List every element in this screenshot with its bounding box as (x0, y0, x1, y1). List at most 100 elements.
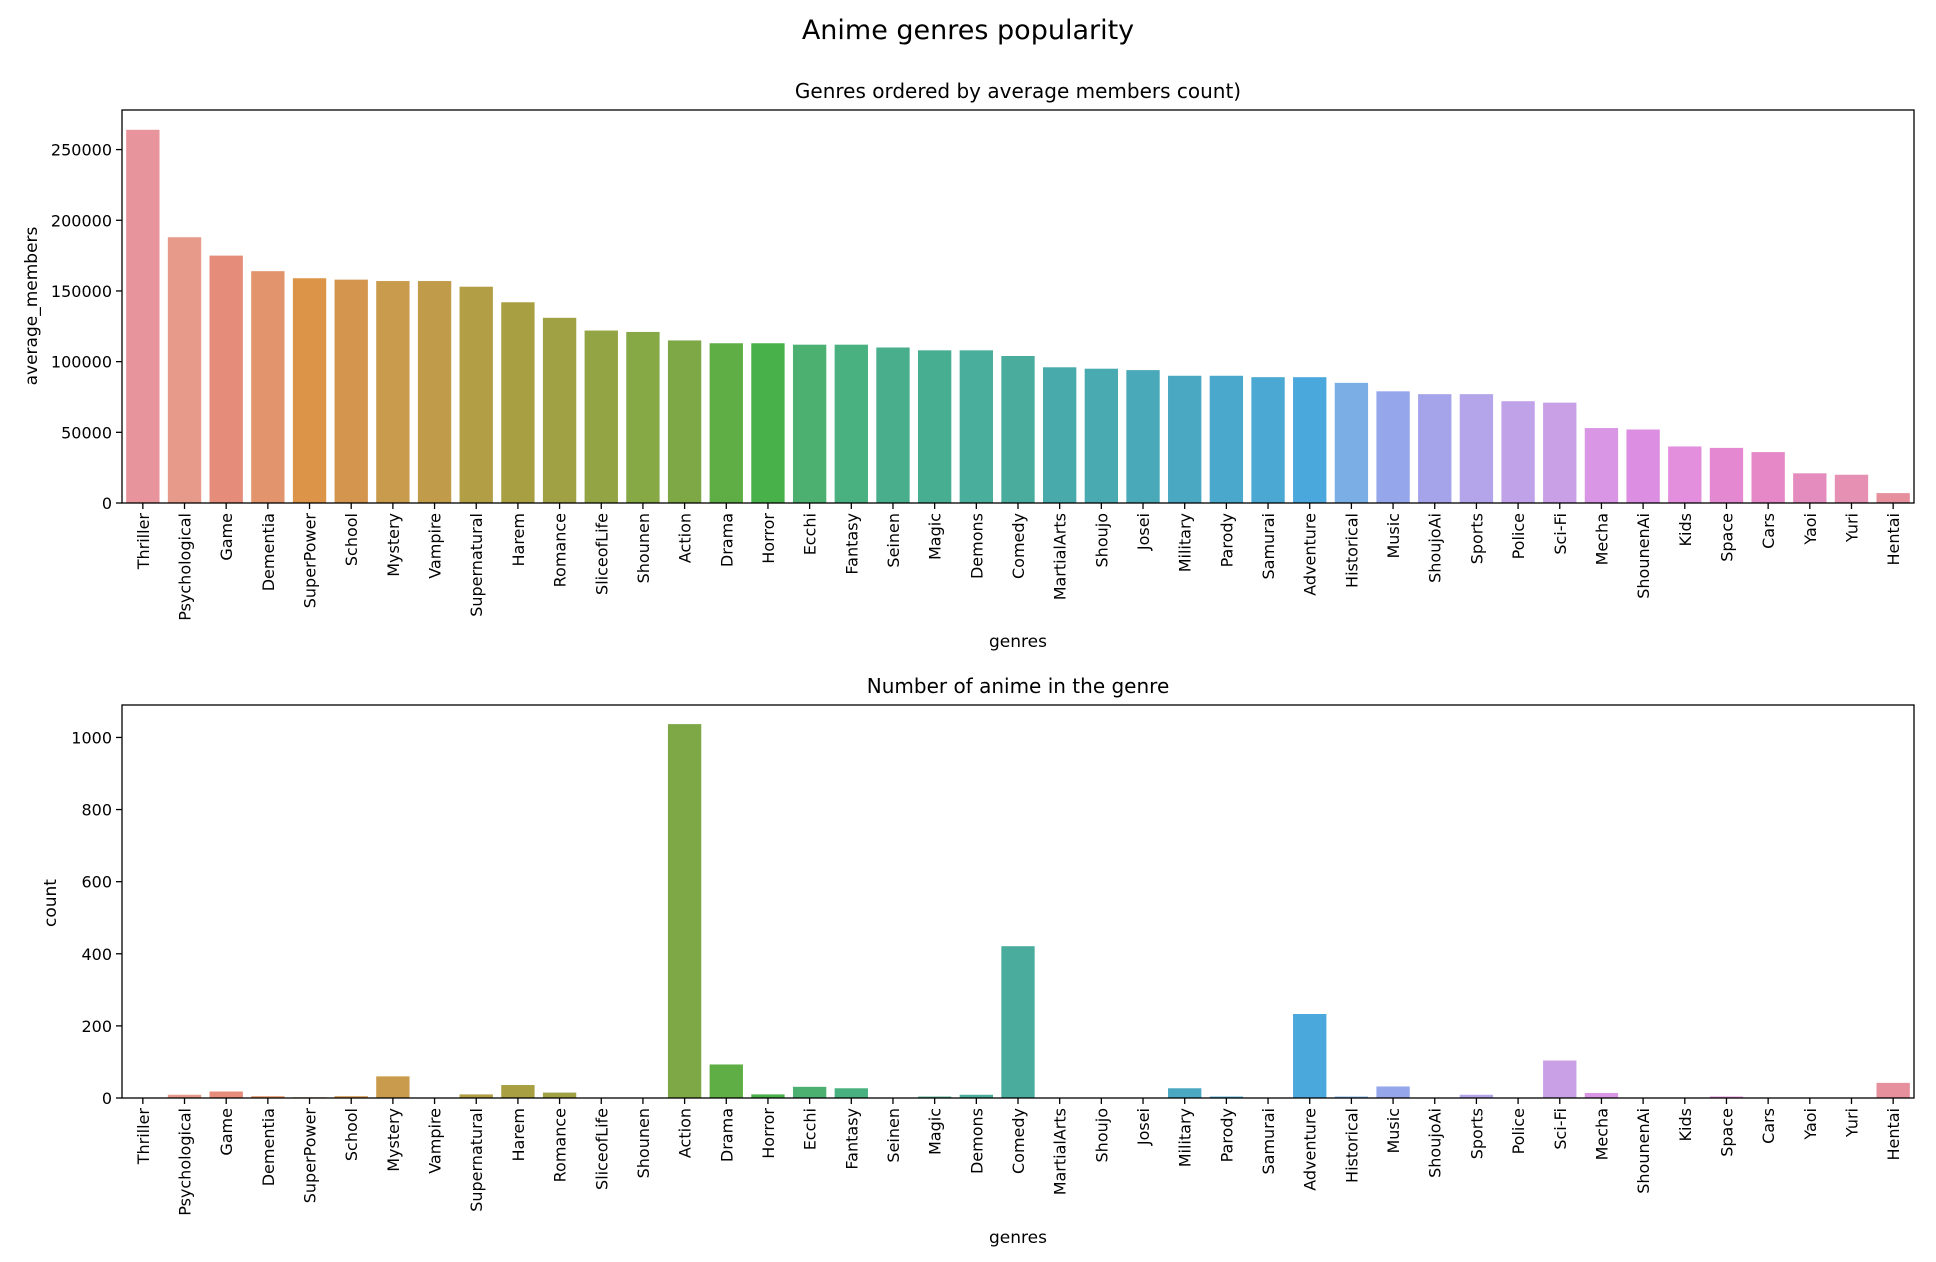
chart-1-bar-yaoi (1793, 473, 1827, 503)
chart-1-x-tick-label: Adventure (1301, 513, 1320, 596)
chart-2-x-tick-label: Historical (1342, 1108, 1361, 1183)
chart-1-bar-vampire (417, 281, 452, 503)
chart-2-y-tick-label: 200 (81, 1017, 112, 1036)
chart-1-x-tick-label: Hentai (1884, 513, 1903, 566)
chart-1-y-tick-label: 0 (102, 494, 112, 513)
chart-1-y-tick-label: 250000 (51, 141, 112, 160)
chart-2-x-tick-label: Romance (551, 1108, 570, 1182)
chart-2-y-tick-label: 0 (102, 1089, 112, 1108)
chart-2-x-tick-label: Cars (1759, 1108, 1778, 1144)
chart-2-x-tick-label: Mystery (384, 1108, 403, 1172)
chart-2-x-tick-label: Kids (1676, 1108, 1695, 1141)
chart-2-x-tick-label: SliceofLife (592, 1108, 611, 1190)
chart-1-x-tick-label: Historical (1342, 513, 1361, 588)
chart-2-bar-parody (1209, 1096, 1244, 1098)
chart-2-x-tick-label: Harem (509, 1108, 528, 1162)
chart-1-x-tick-label: Sports (1467, 513, 1486, 564)
chart-1-bar-romance (542, 317, 577, 503)
chart-2-x-tick-label: SuperPower (301, 1108, 320, 1204)
chart-2-bar-school (334, 1096, 368, 1098)
chart-1-title: Genres ordered by average members count) (795, 79, 1241, 103)
chart-1-bar-historical (1334, 382, 1369, 503)
chart-1-bar-sci-fi (1543, 402, 1577, 503)
chart-2-x-tick-label: Music (1384, 1108, 1403, 1154)
chart-2-x-tick-label: Military (1176, 1108, 1195, 1167)
chart-1-x-tick-label: Harem (509, 513, 528, 567)
chart-2-bar-sci-fi (1543, 1060, 1577, 1098)
chart-2-bar-sports (1459, 1094, 1494, 1098)
chart-1-y-tick-label: 200000 (51, 211, 112, 230)
chart-2-bar-ecchi (792, 1086, 827, 1098)
chart-1-x-tick-label: Vampire (426, 513, 445, 579)
chart-1-x-tick-label: SuperPower (301, 513, 320, 609)
chart-1-bar-seinen (876, 347, 910, 503)
chart-1-x-tick-label: Psychological (176, 513, 195, 621)
chart-1-x-tick-label: Yuri (1842, 513, 1861, 543)
chart-2-bar-space (1709, 1096, 1744, 1098)
chart-1-x-tick-label: Game (217, 513, 236, 561)
chart-1-x-tick-label: Shounen (634, 513, 653, 583)
chart-2-x-tick-label: Fantasy (842, 1108, 861, 1170)
chart-1-bar-josei (1126, 370, 1160, 503)
chart-2-x-tick-label: Vampire (426, 1108, 445, 1174)
chart-1-bar-fantasy (834, 344, 868, 503)
chart-1-bar-school (334, 279, 368, 503)
chart-2-x-tick-label: Samurai (1259, 1108, 1278, 1175)
chart-genre-count: Number of anime in the genre Thriller Psy… (41, 674, 1915, 1248)
chart-2-bar-adventure (1293, 1013, 1327, 1098)
chart-1-x-tick-label: School (342, 513, 361, 566)
chart-1-x-tick-label: Supernatural (467, 513, 486, 617)
chart-1-bar-mecha (1584, 428, 1619, 503)
chart-2-bar-supernatural (459, 1094, 493, 1098)
chart-2-x-tick-label: Supernatural (467, 1108, 486, 1212)
chart-2-bar-mystery (376, 1076, 410, 1098)
chart-average-members: Genres ordered by average members count)… (22, 79, 1915, 652)
chart-2-x-tick-label: Space (1717, 1108, 1736, 1157)
chart-2-title: Number of anime in the genre (867, 674, 1170, 698)
chart-2-bar-fantasy (834, 1088, 868, 1098)
chart-1-bar-shoujo (1084, 368, 1119, 503)
chart-1-bar-music (1376, 391, 1410, 503)
chart-1-bar-shounen (626, 331, 660, 503)
chart-1-x-tick-label: Sci-Fi (1551, 513, 1570, 555)
chart-2-bar-game (209, 1091, 243, 1098)
figure-title: Anime genres popularity (802, 15, 1134, 46)
chart-1-bar-martialarts (1043, 367, 1077, 503)
chart-2-bar-magic (917, 1096, 952, 1098)
chart-1-bar-ecchi (792, 344, 827, 503)
chart-2-x-tick-label: Drama (717, 1108, 736, 1162)
chart-2-frame (121, 704, 1915, 1099)
chart-1-bar-police (1501, 401, 1535, 503)
chart-1-x-tick-label: Seinen (884, 513, 903, 568)
chart-2-bar-psychological (167, 1094, 202, 1098)
chart-1-bar-supernatural (459, 286, 493, 503)
chart-1-x-tick-label: Demons (967, 513, 986, 579)
chart-1-y-tick-label: 100000 (51, 353, 112, 372)
chart-2-bar-romance (542, 1092, 577, 1098)
chart-2-x-tick-label: MartialArts (1051, 1108, 1070, 1195)
chart-1-x-tick-label: Dementia (259, 513, 278, 591)
chart-1-bar-superpower (292, 278, 327, 503)
chart-2-x-tick-label: Police (1509, 1108, 1528, 1154)
chart-1-x-tick-label: Magic (926, 513, 945, 560)
chart-2-x-tick-label: Yuri (1842, 1108, 1861, 1138)
chart-2-x-tick-label: Sports (1467, 1108, 1486, 1159)
chart-2-plot-area: Thriller Psychological Game Dementia SuperPo… (71, 724, 1910, 1216)
chart-1-x-tick-label: Action (676, 513, 695, 563)
chart-2-bar-harem (501, 1085, 535, 1098)
chart-1-bar-dementia (251, 271, 285, 503)
chart-2-x-tick-label: Magic (926, 1108, 945, 1155)
chart-1-x-tick-label: Romance (551, 513, 570, 587)
chart-2-x-tick-label: Demons (967, 1108, 986, 1174)
chart-1-bar-yuri (1834, 474, 1869, 503)
chart-1-x-tick-label: Ecchi (801, 513, 820, 555)
chart-2-bar-comedy (1001, 946, 1035, 1098)
chart-1-bar-shoujoai (1418, 394, 1452, 503)
chart-1-x-tick-label: Mecha (1592, 513, 1611, 565)
chart-1-bar-psychological (167, 237, 202, 504)
chart-1-bar-comedy (1001, 355, 1035, 503)
chart-1-x-tick-label: Shoujo (1092, 513, 1111, 567)
chart-2-y-tick-label: 800 (81, 801, 112, 820)
chart-2-x-tick-label: School (342, 1108, 361, 1161)
chart-2-bar-demons (959, 1094, 993, 1098)
